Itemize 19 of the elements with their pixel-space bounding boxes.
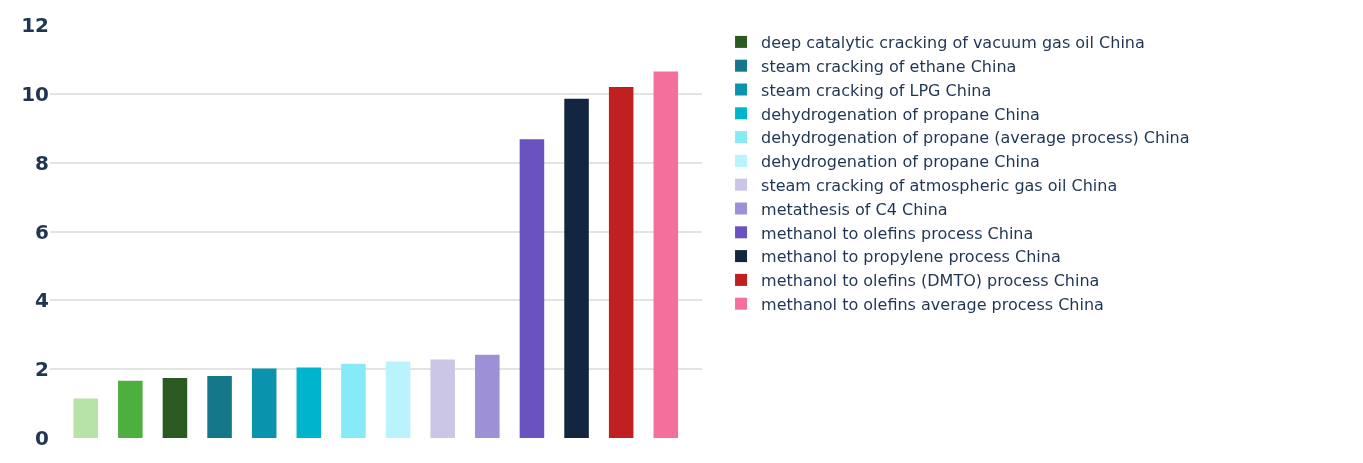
y-tick-label: 6	[35, 219, 49, 244]
legend-label: methanol to olefins process China	[761, 223, 1034, 243]
legend-label: methanol to olefins average process China	[761, 294, 1104, 314]
legend-label: dehydrogenation of propane China	[761, 152, 1040, 172]
y-tick-label: 0	[35, 426, 49, 450]
legend-label: deep catalytic cracking of vacuum gas oil China	[761, 33, 1145, 53]
y-tick-label: 10	[21, 81, 49, 106]
y-tick-label: 8	[35, 150, 49, 175]
legend-label: methanol to olefins (DMTO) process China	[761, 271, 1100, 291]
legend-label: dehydrogenation of propane (average process) China	[761, 128, 1190, 148]
legend-label: dehydrogenation of propane China	[761, 104, 1040, 124]
legend-label: steam cracking of atmospheric gas oil China	[761, 175, 1118, 195]
legend-label: methanol to propylene process China	[761, 247, 1061, 267]
legend-label: metathesis of C4 China	[761, 199, 948, 219]
y-tick-label: 4	[35, 288, 49, 313]
y-tick-label: 12	[21, 13, 49, 37]
legend-label: steam cracking of ethane China	[761, 56, 1017, 76]
y-tick-label: 2	[35, 357, 49, 382]
legend-label: steam cracking of LPG China	[761, 80, 992, 100]
